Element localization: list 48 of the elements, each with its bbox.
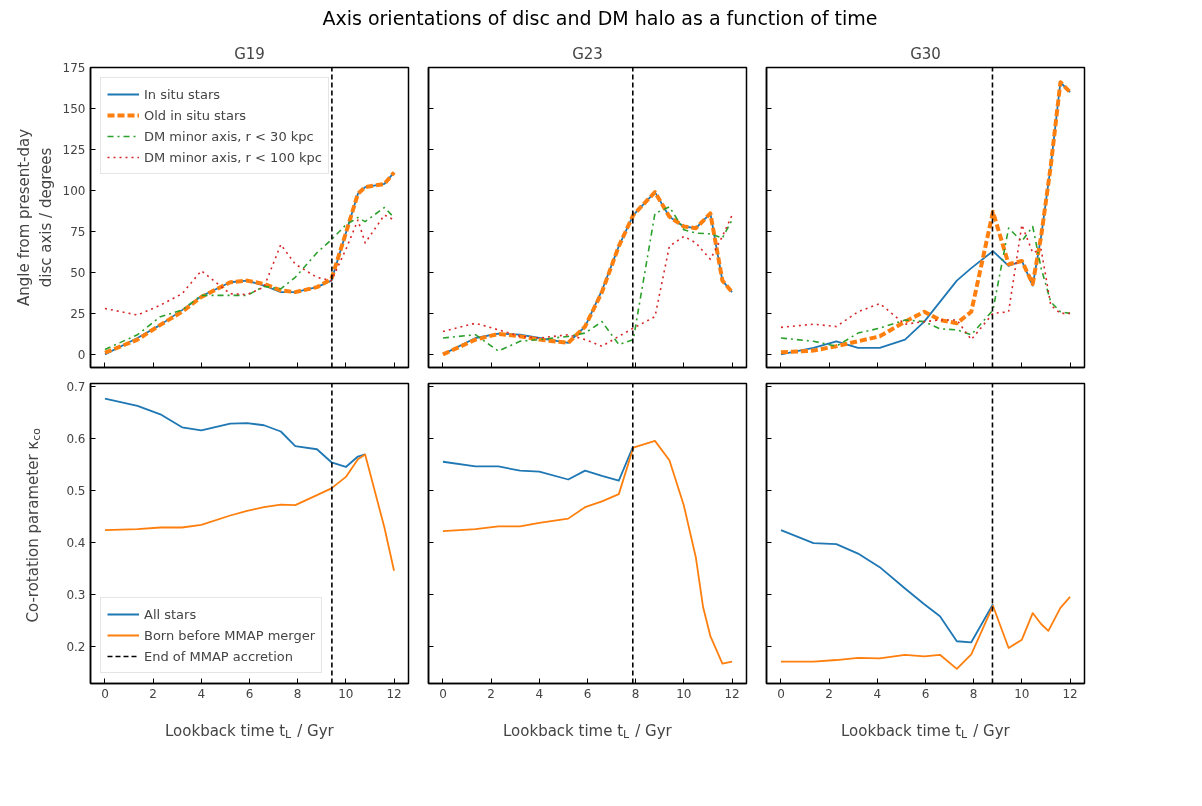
x-tick-label: 2 — [825, 686, 833, 701]
x-tick-label: 4 — [197, 686, 206, 701]
ref-line-label: End of MMAP accretion — [144, 648, 294, 664]
y-tick-label: 50 — [70, 266, 86, 281]
y-tick-label: 0.3 — [66, 588, 86, 603]
legend-label: DM minor axis, r < 30 kpc — [144, 128, 314, 144]
x-tick-label: 12 — [724, 686, 740, 701]
x-tick-label: 6 — [245, 686, 254, 701]
chart-title: G19 — [234, 44, 265, 63]
legend-label: Born before MMAP merger — [144, 627, 315, 643]
chart-title: G30 — [910, 44, 941, 63]
x-tick-label: 6 — [921, 686, 930, 701]
x-tick-label: 10 — [338, 686, 354, 701]
y-tick-label: 0 — [77, 348, 86, 363]
x-tick-label: 2 — [487, 686, 495, 701]
x-tick-label: 8 — [631, 686, 640, 701]
y-tick-label: 150 — [62, 102, 86, 117]
x-tick-label: 0 — [439, 686, 447, 701]
legend-label: All stars — [144, 606, 197, 622]
text: Axis orientations of disc and DM halo as a function of time — [322, 6, 878, 31]
x-tick-label: 6 — [583, 686, 592, 701]
x-tick-label: 0 — [101, 686, 109, 701]
y-tick-label: 175 — [62, 61, 86, 76]
x-tick-label: 4 — [873, 686, 882, 701]
y-tick-label: 25 — [70, 307, 86, 322]
legend-label: Old in situ stars — [144, 107, 247, 123]
x-tick-label: 0 — [777, 686, 785, 701]
y-tick-label: 0.7 — [66, 379, 86, 394]
y-axis-title: Co-rotation parameter κco — [23, 427, 43, 623]
y-axis-title: Angle from present-day disc axis / degrees — [15, 128, 55, 307]
y-tick-label: 100 — [62, 184, 86, 199]
legend-label: DM minor axis, r < 100 kpc — [144, 149, 322, 165]
y-tick-label: 75 — [70, 225, 86, 240]
x-tick-label: 4 — [535, 686, 544, 701]
x-tick-label: 10 — [1014, 686, 1030, 701]
y-tick-label: 125 — [62, 143, 86, 158]
chart-title: G23 — [572, 44, 603, 63]
x-tick-label: 2 — [149, 686, 157, 701]
x-tick-label: 8 — [969, 686, 978, 701]
x-tick-label: 12 — [1062, 686, 1078, 701]
y-tick-label: 0.4 — [66, 536, 86, 551]
y-tick-label: 0.6 — [66, 431, 86, 446]
x-tick-label: 8 — [293, 686, 302, 701]
x-tick-label: 12 — [386, 686, 402, 701]
y-tick-label: 0.5 — [66, 484, 86, 499]
legend-label: In situ stars — [144, 86, 221, 102]
x-tick-label: 10 — [676, 686, 692, 701]
y-tick-label: 0.2 — [66, 640, 86, 655]
